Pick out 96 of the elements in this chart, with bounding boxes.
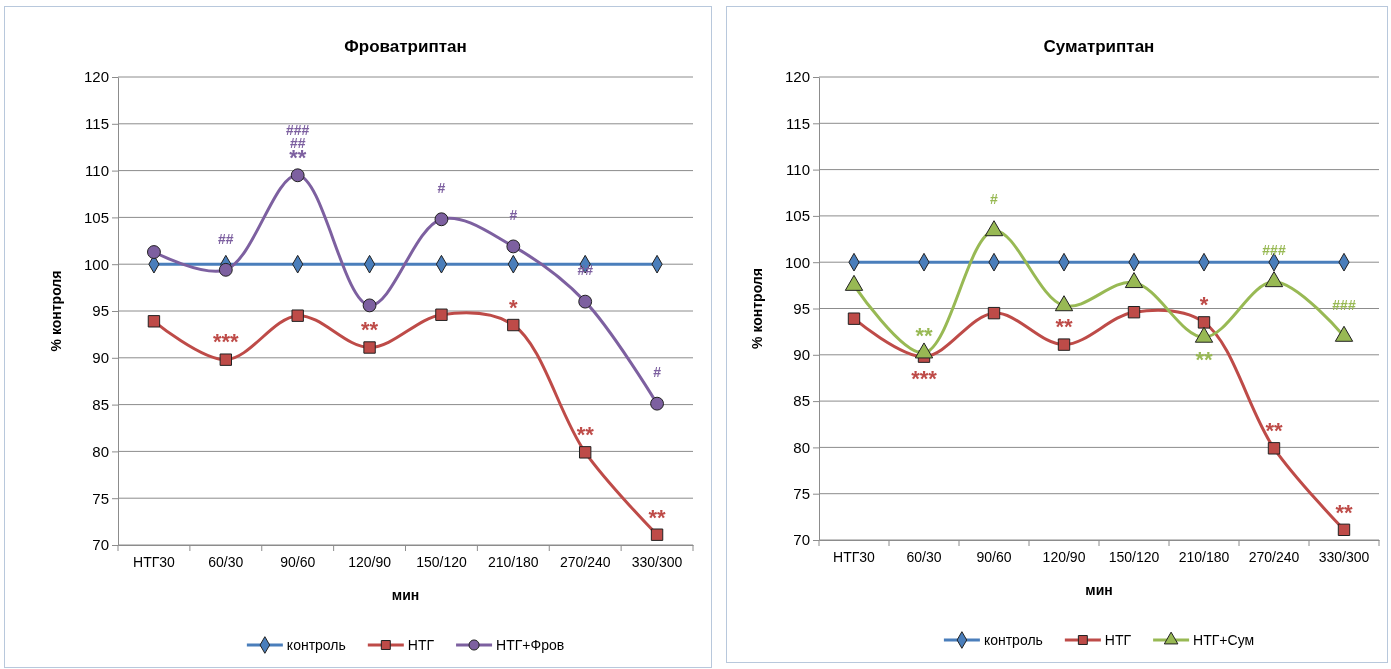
point <box>435 308 448 321</box>
point <box>290 168 305 183</box>
point <box>987 306 1001 320</box>
point <box>1124 272 1144 289</box>
y-tick-label: 80 <box>92 442 109 460</box>
annotation: ### <box>286 121 310 138</box>
point <box>650 528 664 541</box>
point <box>362 298 377 313</box>
point <box>1057 338 1071 351</box>
point <box>847 312 861 325</box>
point <box>218 262 233 277</box>
legend-label: НТГ <box>407 636 435 653</box>
annotation: ** <box>1265 418 1283 444</box>
point <box>291 309 304 322</box>
y-tick-label: 75 <box>793 485 810 502</box>
annotation: ## <box>218 230 234 247</box>
x-tick-label: 60/30 <box>208 553 244 570</box>
y-tick-label: 120 <box>83 68 109 86</box>
chart-title: Фроватриптан <box>344 37 467 56</box>
annotation: ### <box>1262 242 1286 259</box>
y-tick-label: 70 <box>92 536 109 554</box>
x-tick-label: 90/60 <box>280 553 316 570</box>
annotation: ** <box>361 317 379 343</box>
x-axis-title: мин <box>1085 582 1113 598</box>
annotation: ** <box>1195 347 1213 373</box>
y-tick-label: 85 <box>92 395 109 413</box>
point <box>650 396 664 411</box>
x-tick-label: 210/180 <box>488 553 539 570</box>
legend-label: контроль <box>983 631 1043 648</box>
y-tick-label: 75 <box>92 489 109 507</box>
point <box>434 212 449 227</box>
point <box>507 318 520 332</box>
point <box>363 341 376 354</box>
point <box>1127 306 1141 319</box>
annotation: * <box>509 294 519 320</box>
y-tick-label: 90 <box>92 349 109 367</box>
point <box>506 239 521 254</box>
x-axis-title: мин <box>391 587 420 603</box>
legend-label: НТГ <box>1104 631 1132 648</box>
y-tick-label: 105 <box>83 208 109 226</box>
annotation: # <box>437 179 446 196</box>
point <box>578 294 593 309</box>
x-tick-label: 150/120 <box>1108 548 1160 565</box>
x-tick-label: 270/240 <box>1248 548 1300 565</box>
y-tick-label: 95 <box>92 302 109 320</box>
x-tick-label: НТГ30 <box>133 553 176 570</box>
x-tick-label: 150/120 <box>416 553 467 570</box>
point <box>1197 316 1211 329</box>
annotation: ** <box>576 422 595 448</box>
annotation: ** <box>1055 314 1073 340</box>
point <box>578 446 592 459</box>
x-tick-label: НТГ30 <box>833 548 876 565</box>
point <box>1267 442 1281 455</box>
y-tick-label: 105 <box>784 207 810 225</box>
annotation: # <box>990 191 999 208</box>
y-tick-label: 100 <box>784 253 810 271</box>
point <box>1264 271 1284 288</box>
y-tick-label: 80 <box>793 438 810 456</box>
y-tick-label: 115 <box>786 114 810 132</box>
y-axis-title: % контроля <box>749 268 765 349</box>
annotation: ** <box>648 504 667 530</box>
x-tick-label: 120/90 <box>1042 548 1086 565</box>
point <box>147 315 161 328</box>
y-tick-label: 70 <box>793 531 810 549</box>
y-tick-label: 100 <box>83 255 109 273</box>
y-tick-label: 120 <box>784 68 810 86</box>
x-tick-label: 120/90 <box>348 553 392 570</box>
legend-label: контроль <box>286 636 346 653</box>
legend-label: НТГ+Фров <box>496 636 565 653</box>
point <box>147 245 161 259</box>
annotation: * <box>1199 292 1209 318</box>
x-tick-label: 330/300 <box>1318 548 1370 565</box>
x-tick-label: 210/180 <box>1178 548 1230 565</box>
point <box>1054 295 1074 312</box>
annotation: *** <box>911 366 938 392</box>
y-axis-title: % контроля <box>48 270 64 352</box>
x-tick-label: 60/30 <box>906 548 942 565</box>
x-tick-label: 90/60 <box>976 548 1012 565</box>
y-tick-label: 110 <box>85 161 109 179</box>
annotation: ** <box>915 322 933 348</box>
point <box>219 353 233 366</box>
y-tick-label: 90 <box>793 346 810 364</box>
x-tick-label: 330/300 <box>631 553 683 570</box>
x-tick-label: 270/240 <box>559 553 611 570</box>
y-tick-label: 85 <box>793 392 810 410</box>
annotation: # <box>653 364 662 381</box>
legend-label: НТГ+Сум <box>1193 631 1255 648</box>
y-tick-label: 110 <box>786 160 810 178</box>
annotation: ## <box>577 262 594 279</box>
chart-title: Суматриптан <box>1043 37 1155 56</box>
point <box>984 220 1004 237</box>
point <box>1337 523 1351 537</box>
y-tick-label: 115 <box>85 115 109 133</box>
annotation: ** <box>1335 499 1353 525</box>
annotation: *** <box>212 329 240 355</box>
y-tick-label: 95 <box>793 299 810 317</box>
